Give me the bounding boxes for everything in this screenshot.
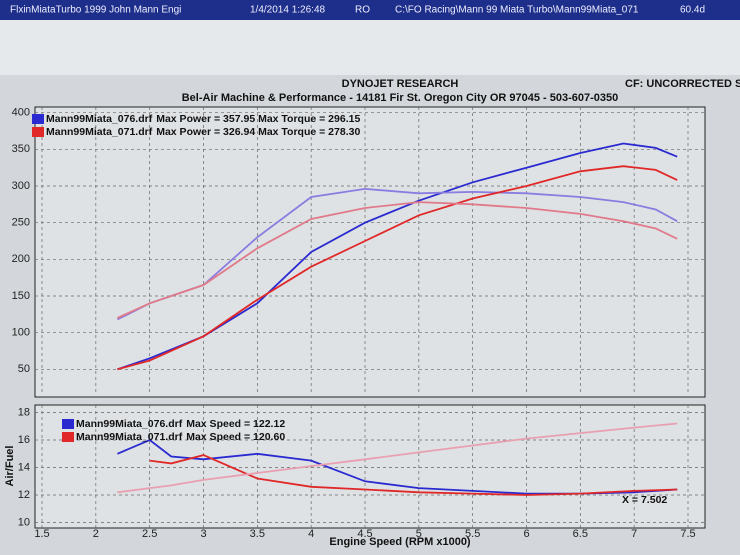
- data-line: [117, 422, 678, 494]
- company: DYNOJET RESEARCH: [342, 78, 459, 90]
- x-tick-label: 4.5: [357, 528, 372, 540]
- file-title: FlxinMiataTurbo 1999 John Mann Engi: [10, 5, 181, 16]
- x-tick-label: 6: [523, 528, 529, 540]
- legend-name: Mann99Miata_071.drf: [76, 431, 183, 443]
- legend-text: Max Power = 357.95 Max Torque = 296.15: [156, 113, 360, 125]
- timestamp: 1/4/2014 1:26:48: [250, 5, 326, 16]
- x-tick-label: 3.5: [250, 528, 265, 540]
- y-axis-title: Air/Fuel: [4, 446, 16, 487]
- y-tick-label: 100: [12, 327, 30, 339]
- legend-swatch: [32, 114, 44, 124]
- y-tick-label: 350: [12, 143, 30, 155]
- x-tick-label: 3: [200, 528, 206, 540]
- correction: CF: UNCORRECTED ST: [625, 78, 740, 90]
- legend-swatch: [32, 127, 44, 137]
- x-tick-label: 7.5: [680, 528, 695, 540]
- header-band: [0, 20, 740, 75]
- legend-text: Max Power = 326.94 Max Torque = 278.30: [156, 126, 360, 138]
- y-tick-label: 400: [12, 107, 30, 119]
- y-tick-label: 10: [18, 516, 30, 528]
- x-tick-label: 2.5: [142, 528, 157, 540]
- title-bar: [0, 0, 740, 20]
- y-tick-label: 300: [12, 180, 30, 192]
- legend-name: Mann99Miata_076.drf: [76, 418, 183, 430]
- legend-swatch: [62, 432, 74, 442]
- afr-plot-area: [34, 404, 706, 529]
- x-tick-label: 4: [308, 528, 314, 540]
- y-tick-label: 50: [18, 363, 30, 375]
- data-line: [149, 454, 678, 496]
- power-plot-area: [34, 106, 706, 398]
- y-tick-label: 12: [18, 489, 30, 501]
- x-tick-label: 7: [631, 528, 637, 540]
- legend-name: Mann99Miata_076.drf: [46, 113, 153, 125]
- data-line: [117, 165, 678, 371]
- legend-swatch: [62, 419, 74, 429]
- shop: Bel-Air Machine & Performance - 14181 Fi…: [182, 92, 619, 104]
- y-tick-label: 250: [12, 217, 30, 229]
- legend-name: Mann99Miata_071.drf: [46, 126, 153, 138]
- file-path: C:\FO Racing\Mann 99 Miata Turbo\Mann99M…: [395, 5, 639, 16]
- x-tick-label: 6.5: [573, 528, 588, 540]
- y-tick-label: 14: [18, 461, 30, 473]
- x-tick-label: 2: [93, 528, 99, 540]
- data-line: [117, 201, 678, 319]
- y-tick-label: 150: [12, 290, 30, 302]
- x-tick-label: 5.5: [465, 528, 480, 540]
- y-tick-label: 18: [18, 406, 30, 418]
- legend-text: Max Speed = 120.60: [186, 431, 285, 443]
- x-tick-label: 5: [416, 528, 422, 540]
- flag: RO: [355, 5, 370, 16]
- duration: 60.4d: [680, 5, 705, 16]
- y-tick-label: 16: [18, 434, 30, 446]
- x-axis-title: Engine Speed (RPM x1000): [329, 536, 471, 548]
- x-tick-label: 1.5: [34, 528, 49, 540]
- cursor-label: X = 7.502: [622, 494, 667, 506]
- y-tick-label: 200: [12, 253, 30, 265]
- legend-text: Max Speed = 122.12: [186, 418, 285, 430]
